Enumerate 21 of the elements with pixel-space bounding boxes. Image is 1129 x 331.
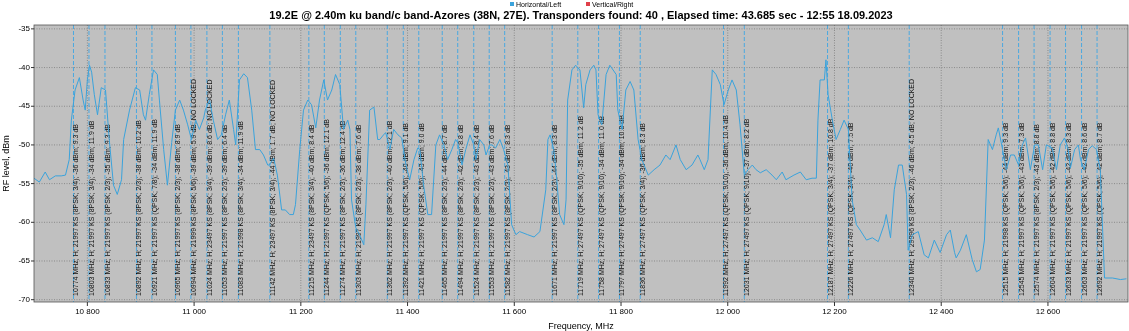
y-tick-label: -70 bbox=[18, 294, 31, 304]
x-tick-label: 12 600 bbox=[1035, 307, 1061, 316]
y-tick-label: -60 bbox=[18, 217, 31, 227]
chart-title: 19.2E @ 2.40m ku band/c band-Azores (38N, 27E). Transponders found: 40 , Elapsed time: 43.685 sec - 12:55 18.09.2023 bbox=[269, 9, 893, 21]
y-tick-label: -50 bbox=[18, 140, 31, 150]
y-axis-title: RF level, dBm bbox=[1, 135, 11, 192]
x-axis-title: Frequency, MHz bbox=[548, 321, 615, 331]
x-tick-label: 12 400 bbox=[928, 307, 954, 316]
y-tick-label: -45 bbox=[18, 101, 31, 111]
y-tick-label: -35 bbox=[18, 23, 31, 33]
x-tick-label: 11 000 bbox=[182, 307, 207, 316]
x-tick-label: 11 200 bbox=[288, 307, 314, 316]
y-tick-label: -65 bbox=[18, 256, 31, 266]
x-tick-label: 10 800 bbox=[75, 307, 101, 316]
x-tick-label: 12 200 bbox=[822, 307, 848, 316]
x-tick-label: 12 000 bbox=[715, 307, 741, 316]
x-tick-label: 11 400 bbox=[395, 307, 421, 316]
x-tick-label: 11 800 bbox=[609, 307, 634, 316]
x-tick-label: 11 600 bbox=[502, 307, 527, 316]
y-tick-label: -55 bbox=[18, 178, 31, 188]
y-tick-label: -40 bbox=[18, 62, 31, 72]
